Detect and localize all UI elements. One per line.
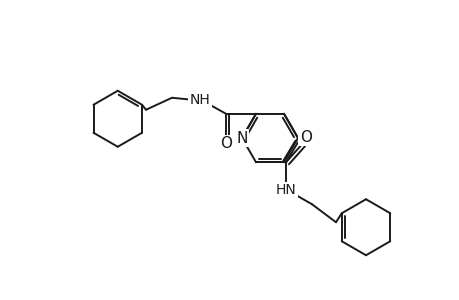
Text: NH: NH bbox=[189, 93, 210, 107]
Text: O: O bbox=[299, 130, 311, 145]
Text: HN: HN bbox=[275, 183, 296, 197]
Text: N: N bbox=[236, 130, 247, 146]
Text: O: O bbox=[219, 136, 231, 151]
